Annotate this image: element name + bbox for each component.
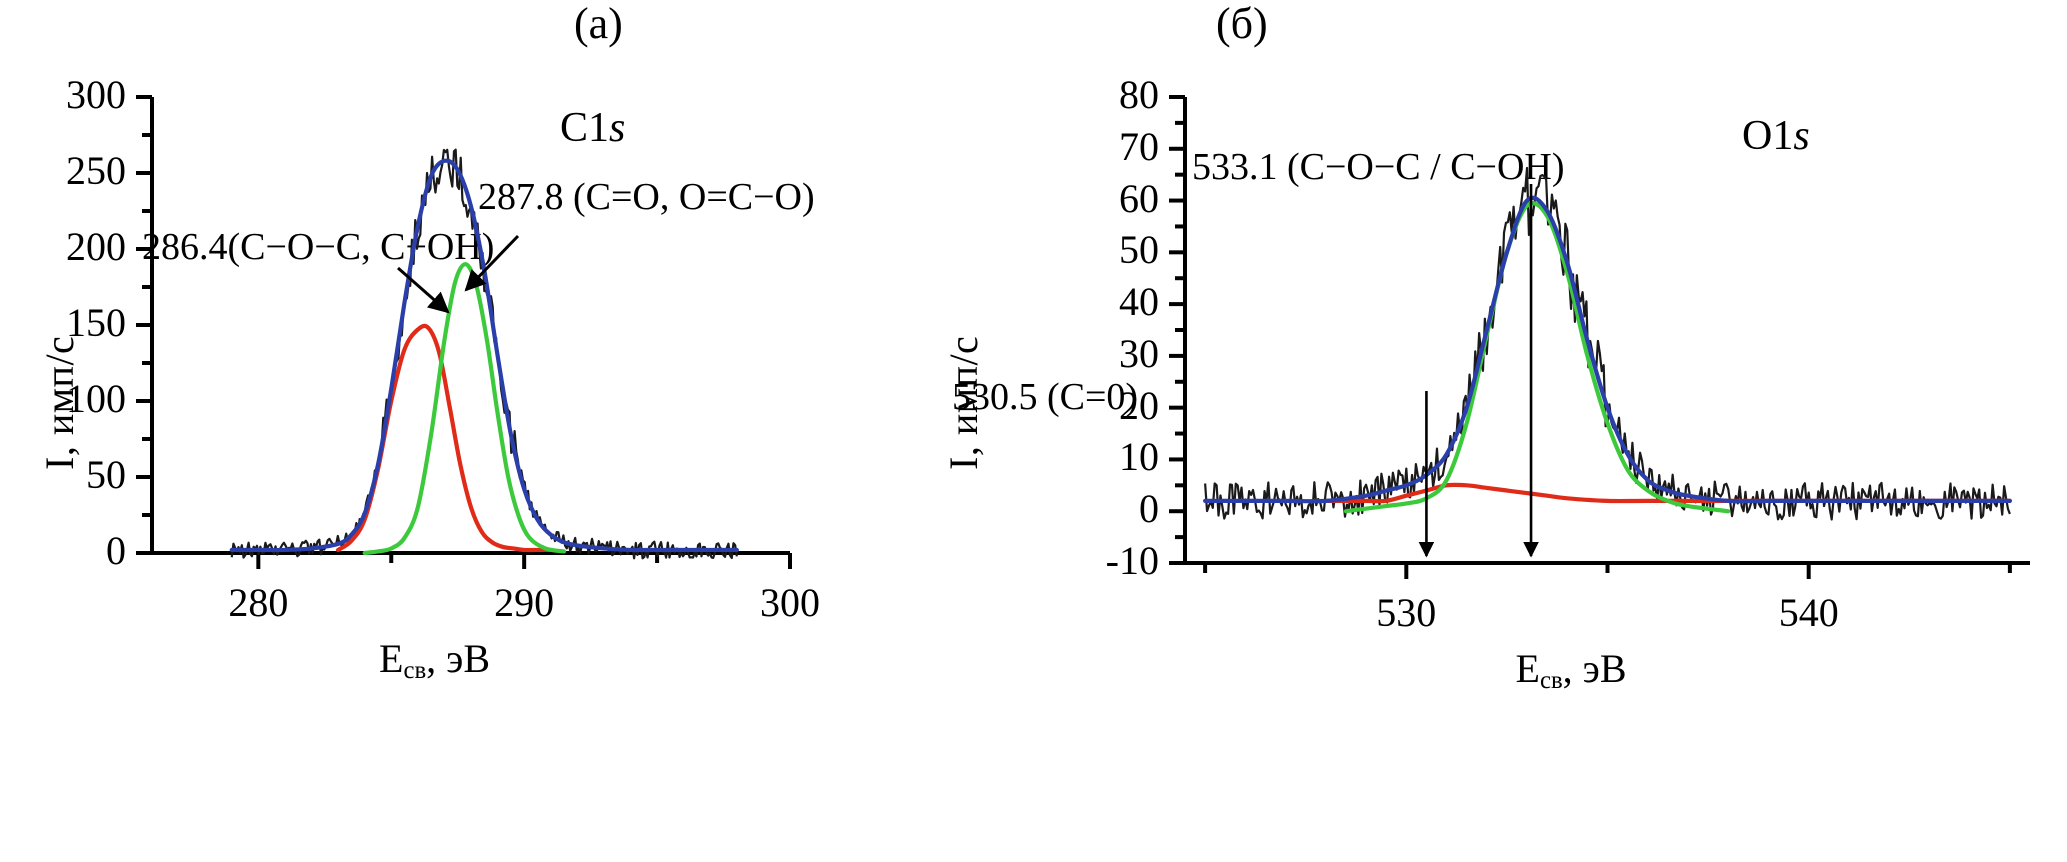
- plot-area-o1s: [1169, 95, 2030, 579]
- x-axis-title-main: E: [1515, 646, 1540, 691]
- x-tick-label: 300: [760, 580, 820, 625]
- series-name-c1s-orbital: s: [609, 105, 626, 151]
- panel-o1s: (б) I, имп/с Eсв, эВ O1s 530.5 (C=0) 533…: [941, 0, 2067, 862]
- series-name-o1s-text: O1: [1742, 113, 1794, 159]
- y-tick-label: 0: [106, 528, 126, 573]
- x-axis-title: Eсв, эВ: [1516, 645, 1627, 695]
- y-tick-label: 250: [66, 148, 126, 193]
- x-axis-title-sub: св: [403, 657, 427, 685]
- x-axis-title: Eсв, эВ: [379, 635, 490, 685]
- panel-label-b: (б): [1216, 0, 1268, 48]
- series-name-o1s: O1s: [1742, 112, 1810, 160]
- peak-label-533: 533.1 (C−O−C / C−OH): [1192, 146, 1565, 188]
- x-tick-label: 290: [494, 580, 555, 625]
- x-axis-title-main: E: [379, 636, 404, 681]
- x-axis-title-rest: , эВ: [426, 636, 491, 681]
- series-name-o1s-orbital: s: [1793, 113, 1810, 159]
- peak-label-287: 287.8 (C=O, O=C−O): [478, 176, 815, 218]
- y-tick-label: 150: [66, 300, 126, 345]
- y-tick-label: -10: [1105, 538, 1159, 583]
- y-tick-label: 200: [66, 224, 126, 269]
- y-tick-label: 0: [1139, 486, 1159, 532]
- x-axis-title-rest: , эВ: [1562, 646, 1627, 691]
- peak-label-286: 286.4(C−O−C, C−OH): [142, 226, 495, 268]
- panel-label-a: (а): [574, 0, 623, 48]
- series-name-c1s-text: C1: [560, 105, 610, 151]
- x-axis-title-sub: св: [1539, 667, 1563, 695]
- y-tick-label: 300: [66, 72, 126, 117]
- y-tick-label: 20: [1119, 382, 1159, 428]
- y-tick-label: 100: [66, 376, 126, 421]
- x-tick-label: 280: [228, 580, 289, 625]
- plot-area-c1s: [136, 95, 792, 569]
- y-tick-label: 40: [1119, 279, 1159, 325]
- panel-c1s: (а) I, имп/с Eсв, эВ C1s 286.4(C−O−C, C−…: [0, 0, 1000, 862]
- y-tick-label: 10: [1119, 434, 1159, 480]
- x-tick-label: 540: [1778, 590, 1839, 635]
- x-tick-label: 530: [1376, 590, 1437, 635]
- series-name-c1s: C1s: [560, 104, 625, 152]
- peak-label-530: 530.5 (C=0): [952, 376, 1139, 418]
- y-tick-label: 70: [1119, 123, 1159, 169]
- y-tick-label: 80: [1119, 72, 1159, 117]
- y-tick-label: 60: [1119, 175, 1159, 221]
- y-tick-label: 50: [1119, 227, 1159, 273]
- y-tick-label: 30: [1119, 330, 1159, 376]
- y-tick-label: 50: [86, 452, 126, 497]
